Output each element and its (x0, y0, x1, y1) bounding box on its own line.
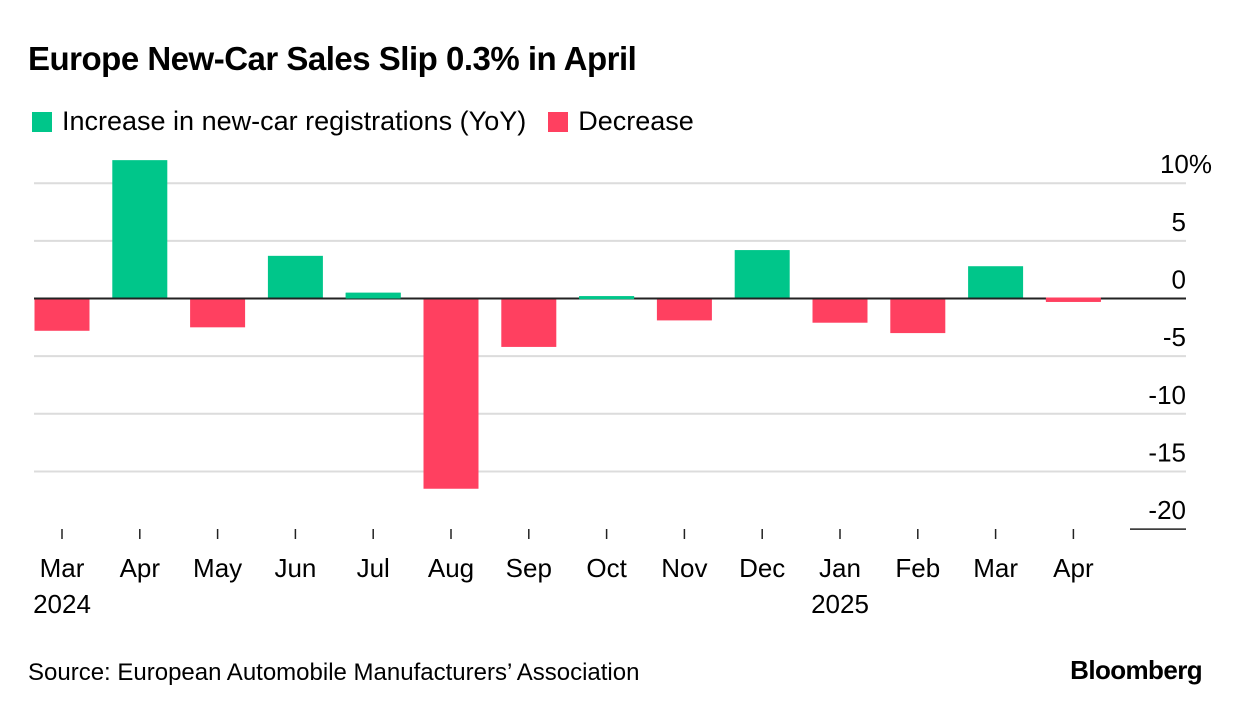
bar-nov-8 (656, 298, 712, 321)
bar-jan-10 (812, 298, 868, 323)
bar-may-2 (190, 298, 246, 328)
x-tick-label: Jan (819, 553, 861, 583)
bloomberg-logo: Bloomberg (1070, 655, 1202, 685)
bar-feb-11 (890, 298, 946, 334)
x-tick-label: May (193, 553, 242, 583)
y-tick-label: 0 (1172, 265, 1186, 295)
bar-aug-5 (423, 298, 479, 489)
legend: Increase in new-car registrations (YoY) … (32, 106, 716, 137)
x-tick-label: Mar (973, 553, 1018, 583)
y-tick-label: -15 (1148, 437, 1186, 467)
y-tick-label: -20 (1148, 495, 1186, 525)
bar-jun-3 (267, 255, 323, 299)
x-tick-label: Mar (40, 553, 85, 583)
y-tick-label: -10 (1148, 380, 1186, 410)
x-tick-label: Apr (1053, 553, 1094, 583)
x-tick-label: Jul (357, 553, 390, 583)
bar-small-overlay-4 (345, 292, 401, 299)
x-tick-label: Oct (586, 553, 627, 583)
x-tick-label: Feb (895, 553, 940, 583)
bar-small-overlay-7 (579, 296, 635, 300)
legend-swatch-increase (32, 111, 52, 132)
legend-item-increase: Increase in new-car registrations (YoY) (32, 106, 526, 137)
chart-title: Europe New-Car Sales Slip 0.3% in April (28, 40, 637, 77)
x-tick-label: Aug (428, 553, 474, 583)
source-note: Source: European Automobile Manufacturer… (28, 659, 640, 686)
bar-mar-0 (34, 298, 90, 331)
bar-apr-1 (112, 160, 168, 299)
x-year-label: 2025 (811, 589, 869, 619)
x-year-label: 2024 (33, 589, 91, 619)
y-tick-label: -5 (1163, 322, 1186, 352)
x-tick-label: Apr (120, 553, 161, 583)
legend-label-increase: Increase in new-car registrations (YoY) (62, 106, 527, 136)
x-tick-label: Nov (661, 553, 707, 583)
x-tick-label: Jun (274, 553, 316, 583)
x-tick-label: Dec (739, 553, 785, 583)
y-tick-label: 5 (1172, 207, 1186, 237)
bar-sep-6 (501, 298, 557, 347)
y-tick-label: 10% (1160, 149, 1212, 179)
legend-item-decrease: Decrease (548, 106, 694, 137)
x-tick-label: Sep (506, 553, 552, 583)
bar-small-overlay-13 (1045, 297, 1101, 301)
bar-mar-12 (968, 266, 1024, 299)
legend-swatch-decrease (548, 111, 569, 132)
bar-dec-9 (734, 250, 790, 299)
legend-label-decrease: Decrease (578, 106, 694, 136)
